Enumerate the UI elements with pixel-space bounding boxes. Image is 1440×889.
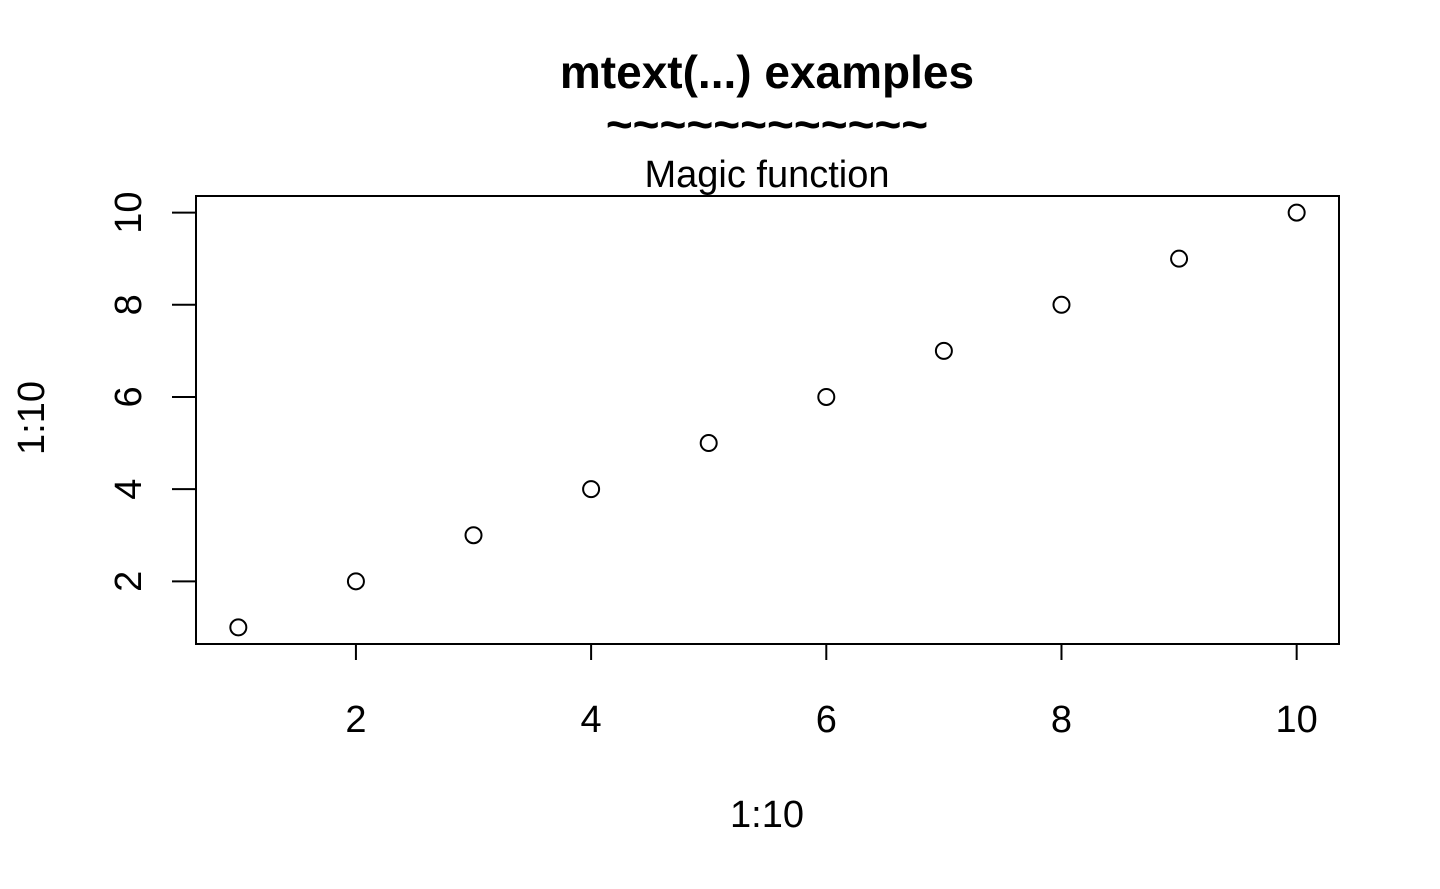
data-point xyxy=(229,618,248,637)
chart-title: mtext(...) examples xyxy=(560,46,974,98)
x-tick-label: 8 xyxy=(1051,699,1072,741)
y-tick-label: 8 xyxy=(108,294,150,315)
y-tick-label: 10 xyxy=(108,191,150,233)
chart-subtitle: ~~~~~~~~~~~~ xyxy=(606,98,928,150)
y-axis-label: 1:10 xyxy=(11,381,53,455)
data-point xyxy=(699,434,718,453)
data-point xyxy=(1052,295,1071,314)
x-tick-label: 6 xyxy=(816,699,837,741)
x-axis: 2 4 6 8 10 xyxy=(345,643,1318,741)
x-tick-label: 10 xyxy=(1276,699,1318,741)
data-point xyxy=(934,341,953,360)
x-tick-label: 2 xyxy=(345,699,366,741)
y-tick-label: 4 xyxy=(108,479,150,500)
data-point xyxy=(464,526,483,545)
x-tick-label: 4 xyxy=(581,699,602,741)
data-point xyxy=(346,572,365,591)
data-point xyxy=(1287,203,1306,222)
y-axis: 2 4 6 8 10 xyxy=(108,191,197,592)
data-point xyxy=(817,387,836,406)
x-axis-label: 1:10 xyxy=(730,794,804,836)
data-point xyxy=(1170,249,1189,268)
mtext-annotation: Magic function xyxy=(644,154,889,196)
data-point xyxy=(582,480,601,499)
plot-frame xyxy=(195,195,1340,645)
data-points xyxy=(229,203,1306,637)
y-tick-label: 6 xyxy=(108,386,150,407)
y-tick-label: 2 xyxy=(108,571,150,592)
